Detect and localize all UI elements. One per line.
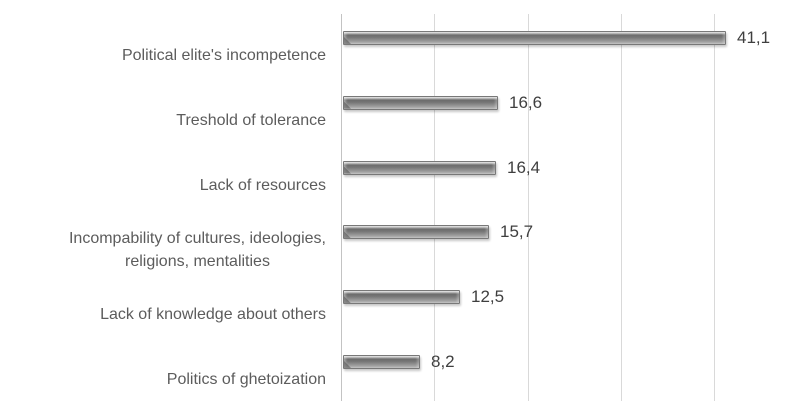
chart-row: Treshold of tolerance 16,6	[0, 77, 798, 142]
chart-row: Political elite's incompetence 41,1	[0, 12, 798, 77]
category-label-text: Political elite's incompetence	[121, 46, 326, 64]
category-label: Political elite's incompetence	[0, 12, 330, 77]
bar-group: 16,6	[343, 92, 543, 112]
x-gridline	[527, 14, 529, 401]
category-label: Politics of ghetoization	[0, 336, 330, 401]
category-axis-line	[341, 14, 342, 401]
data-bar	[343, 290, 460, 305]
data-bar	[343, 225, 489, 240]
value-label: 16,6	[509, 92, 543, 112]
category-label: Lack of knowledge about others	[0, 271, 330, 336]
data-bar	[343, 31, 726, 45]
category-label: Treshold of tolerance	[0, 77, 330, 142]
x-gridline	[714, 14, 716, 401]
category-label: Incompability of cultures, ideologies, r…	[0, 206, 330, 271]
value-label: 12,5	[471, 287, 505, 307]
chart-row: Politics of ghetoization 8,2	[0, 336, 798, 401]
bar-group: 16,4	[343, 157, 541, 177]
bar-group: 15,7	[343, 222, 534, 242]
data-bar	[343, 95, 498, 110]
x-gridline	[620, 14, 622, 401]
category-label: Lack of resources	[0, 142, 330, 207]
value-label: 15,7	[500, 222, 534, 242]
category-label-text: Incompability of cultures, ideologies, r…	[68, 229, 326, 270]
chart-row: Incompability of cultures, ideologies, r…	[0, 206, 798, 271]
value-label: 41,1	[737, 28, 771, 47]
bar-group: 12,5	[343, 287, 505, 307]
data-bar	[343, 355, 420, 369]
category-label-text: Politics of ghetoization	[166, 370, 326, 388]
bar-group: 8,2	[343, 352, 455, 371]
category-label-text: Lack of resources	[199, 176, 326, 194]
value-label: 16,4	[507, 157, 541, 177]
bar-group: 41,1	[343, 28, 771, 47]
chart-row: Lack of resources 16,4	[0, 142, 798, 207]
category-label-text: Lack of knowledge about others	[100, 306, 326, 324]
chart-row: Lack of knowledge about others 12,5	[0, 271, 798, 336]
value-label: 8,2	[431, 352, 455, 371]
data-bar	[343, 160, 496, 175]
category-label-text: Treshold of tolerance	[176, 111, 326, 129]
x-gridline	[434, 14, 436, 401]
